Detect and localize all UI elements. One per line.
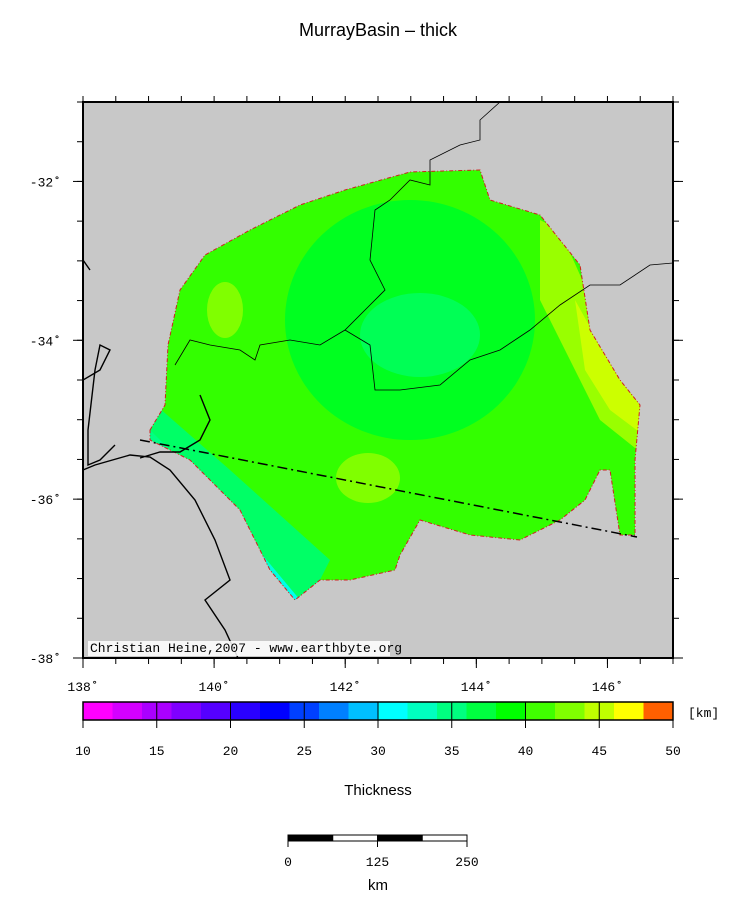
- x-tick-label: 144˚: [461, 680, 492, 695]
- colorbar-tick-label: 30: [370, 744, 386, 759]
- colorbar-swatch: [319, 702, 349, 720]
- colorbar-unit: [km]: [688, 706, 719, 721]
- y-tick-label: -34˚: [30, 334, 61, 349]
- scalebar-tick-label: 0: [284, 855, 292, 870]
- colorbar-tick-label: 15: [149, 744, 165, 759]
- scalebar-tick-label: 250: [455, 855, 478, 870]
- colorbar-swatch: [555, 702, 585, 720]
- colorbar-swatch: [83, 702, 113, 720]
- scalebar-segment: [332, 834, 378, 842]
- y-tick-label: -32˚: [30, 175, 61, 190]
- colorbar-swatch: [171, 702, 202, 720]
- colorbar-swatch: [407, 702, 438, 720]
- colorbar-swatch: [260, 702, 290, 720]
- colorbar-swatch: [496, 702, 526, 720]
- scalebar-segment: [377, 834, 423, 842]
- coastline: [83, 259, 239, 658]
- colorbar-tick-label: 35: [444, 744, 460, 759]
- title: MurrayBasin – thick: [299, 20, 458, 40]
- x-tick-label: 142˚: [330, 680, 361, 695]
- colorbar-swatch: [230, 702, 261, 720]
- colorbar-swatch: [112, 702, 143, 720]
- map-area: Christian Heine,2007 - www.earthbyte.org: [83, 102, 673, 658]
- thickness-field: [150, 170, 640, 600]
- colorbar-label: Thickness: [344, 782, 412, 799]
- scalebar-segment: [287, 834, 334, 842]
- colorbar-tick-label: 40: [518, 744, 534, 759]
- credit: Christian Heine,2007 - www.earthbyte.org: [90, 641, 402, 656]
- colorbar-swatch: [201, 702, 231, 720]
- colorbar-tick-label: 50: [665, 744, 681, 759]
- colorbar-tick-label: 25: [296, 744, 312, 759]
- colorbar-tick-label: 45: [591, 744, 607, 759]
- state-borders: [174, 102, 673, 391]
- scalebar-segment: [421, 834, 468, 842]
- y-tick-label: -36˚: [30, 493, 61, 508]
- colorbar-swatch: [525, 702, 556, 720]
- colorbar-swatch: [614, 702, 644, 720]
- colorbar-tick-label: 10: [75, 744, 91, 759]
- scalebar-unit: km: [368, 877, 388, 894]
- x-tick-label: 138˚: [67, 680, 98, 695]
- colorbar-swatch: [378, 702, 408, 720]
- profile-line: [139, 439, 638, 538]
- colorbar-swatch: [466, 702, 497, 720]
- credit-box: [88, 641, 390, 656]
- x-tick-label: 140˚: [199, 680, 230, 695]
- colorbar-tick-label: 20: [223, 744, 239, 759]
- colorbar-swatch: [348, 702, 379, 720]
- scalebar-tick-label: 125: [366, 855, 389, 870]
- y-tick-label: -38˚: [30, 652, 61, 667]
- x-tick-label: 146˚: [592, 680, 623, 695]
- colorbar-swatch: [643, 702, 674, 720]
